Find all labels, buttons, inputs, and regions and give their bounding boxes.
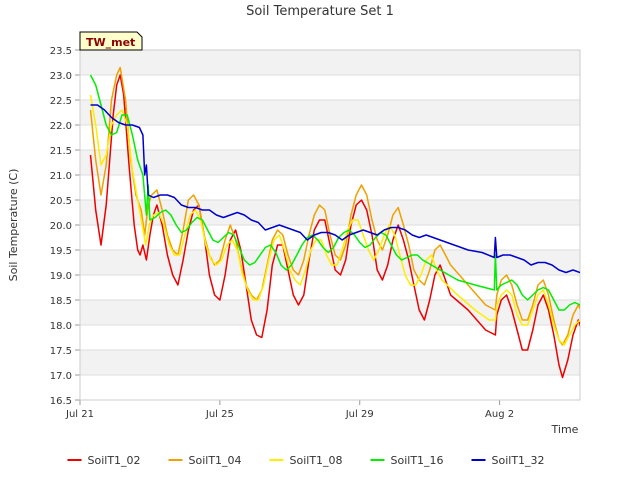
y-tick-label: 17.5 [50, 346, 72, 357]
y-axis-label: Soil Temperature (C) [7, 169, 20, 282]
y-tick-label: 16.5 [50, 396, 72, 407]
plot-band [80, 325, 580, 350]
plot-band [80, 150, 580, 175]
legend-label: SoilT1_02 [88, 454, 141, 467]
badge-shape [79, 31, 143, 51]
legend-item-soilt1-32: SoilT1_32 [471, 454, 545, 467]
y-tick-label: 22.5 [50, 96, 72, 107]
legend-item-soilt1-02: SoilT1_02 [67, 454, 141, 467]
legend-item-soilt1-04: SoilT1_04 [168, 454, 242, 467]
series-line-soilt1-32 [90, 104, 580, 274]
legend-label: SoilT1_32 [492, 454, 545, 467]
y-tick-label: 23.5 [50, 46, 72, 57]
legend: SoilT1_02 SoilT1_04 SoilT1_08 SoilT1_16 Soil… [67, 454, 545, 467]
x-tick-label: Aug 2 [485, 409, 514, 420]
y-tick-label: 20.5 [50, 196, 72, 207]
series-line-soilt1-16 [89, 74, 580, 311]
plot-band [80, 175, 580, 200]
plot-band [80, 375, 580, 400]
plot-band [80, 75, 580, 100]
series-line-soilt1-08 [89, 94, 580, 346]
plot-area: 16.5 17.0 17.5 18.0 18.5 19.0 19.5 20.0 20.5 21.0… [50, 46, 581, 420]
legend-item-soilt1-08: SoilT1_08 [269, 454, 343, 467]
plot-band [80, 50, 580, 75]
y-tick-label: 17.0 [50, 371, 72, 382]
y-tick-label: 22.0 [50, 121, 72, 132]
plot-band [80, 300, 580, 325]
y-tick-label: 18.0 [50, 321, 72, 332]
legend-label: SoilT1_16 [391, 454, 444, 467]
series-line-soilt1-04 [89, 66, 580, 346]
legend-item-soilt1-16: SoilT1_16 [370, 454, 444, 467]
x-tick-label: Jul 21 [65, 409, 94, 420]
plot-band [80, 100, 580, 125]
plot-band [80, 350, 580, 375]
x-tick-label: Jul 25 [205, 409, 234, 420]
plot-band [80, 125, 580, 150]
x-axis-label: Time [551, 423, 579, 436]
plot-frame [79, 49, 581, 401]
x-tick-label: Jul 29 [345, 409, 374, 420]
badge-label: TW_met [86, 36, 135, 49]
y-tick-label: 21.0 [50, 171, 72, 182]
y-tick-label: 21.5 [50, 146, 72, 157]
y-tick-label: 20.0 [50, 221, 72, 232]
y-tick-label: 19.0 [50, 271, 72, 282]
legend-label: SoilT1_04 [189, 454, 242, 467]
tw-met-badge: TW_met [79, 31, 143, 51]
y-tick-label: 23.0 [50, 71, 72, 82]
y-tick-label: 19.5 [50, 246, 72, 257]
chart-title: Soil Temperature Set 1 [246, 4, 394, 19]
legend-label: SoilT1_08 [290, 454, 343, 467]
y-tick-label: 18.5 [50, 296, 72, 307]
